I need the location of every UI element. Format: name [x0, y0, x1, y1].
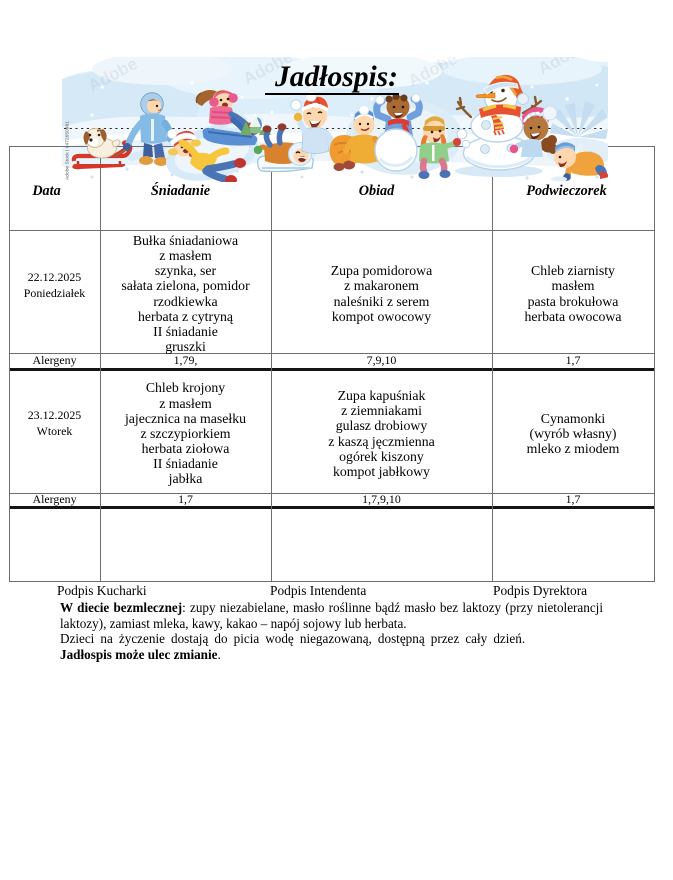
svg-text:Adobe Stock | #472650981: Adobe Stock | #472650981 [65, 121, 71, 180]
